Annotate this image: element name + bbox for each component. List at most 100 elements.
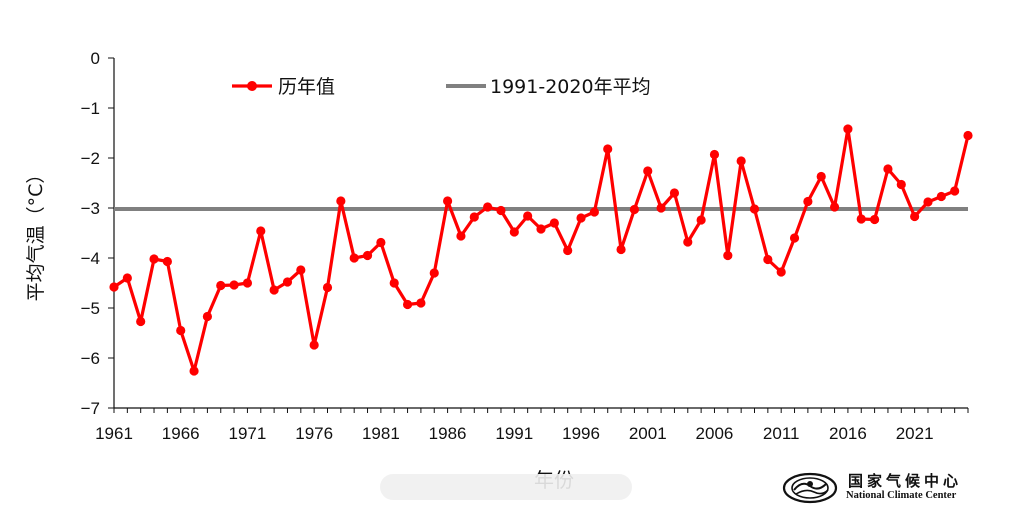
data-point xyxy=(563,245,573,256)
x-tick-label: 1996 xyxy=(562,424,600,443)
data-point xyxy=(883,164,893,174)
data-point xyxy=(589,207,599,217)
y-tick-label: −1 xyxy=(81,99,100,118)
data-point xyxy=(309,340,319,350)
y-tick-label: −7 xyxy=(81,399,100,418)
annual-line xyxy=(113,127,970,373)
data-point xyxy=(523,211,533,221)
tick-labels: 0 −1 −2 −3 −4 −5 −6 −7 1961 1966 1971 1976 1981 1986 1… xyxy=(81,49,934,443)
data-point xyxy=(429,268,439,278)
data-point xyxy=(376,237,386,248)
data-point xyxy=(483,202,493,212)
data-point xyxy=(202,311,213,322)
y-tick-label: −3 xyxy=(81,199,100,218)
data-point xyxy=(669,188,680,198)
watermark-overlay xyxy=(380,474,632,500)
data-point xyxy=(349,253,359,263)
data-point xyxy=(322,282,333,293)
series-annual-values xyxy=(109,124,973,376)
data-point xyxy=(936,191,946,202)
x-tick-label: 1971 xyxy=(229,424,267,443)
x-tick-label: 1976 xyxy=(295,424,333,443)
data-point xyxy=(763,254,773,265)
x-tick-label: 1981 xyxy=(362,424,400,443)
data-point xyxy=(362,250,373,261)
data-point xyxy=(869,214,880,225)
legend-label-annual: 历年值 xyxy=(278,76,335,98)
data-point xyxy=(229,280,239,290)
data-point xyxy=(442,196,453,206)
data-point xyxy=(910,211,920,222)
data-point xyxy=(843,124,853,134)
data-point xyxy=(963,130,973,141)
data-point xyxy=(896,179,906,190)
data-point xyxy=(509,227,519,237)
data-point xyxy=(656,203,666,213)
data-point xyxy=(456,231,466,241)
data-point xyxy=(269,285,279,295)
data-point xyxy=(296,265,306,275)
y-tick-label: −4 xyxy=(81,249,100,268)
data-point xyxy=(616,244,626,255)
x-tick-label: 1961 xyxy=(95,424,133,443)
x-tick-label: 2016 xyxy=(829,424,867,443)
data-point xyxy=(176,325,186,336)
data-point xyxy=(749,204,760,214)
data-point xyxy=(256,226,266,236)
data-point xyxy=(189,366,199,376)
data-point xyxy=(856,214,866,224)
data-point xyxy=(336,196,346,206)
data-point xyxy=(736,156,746,166)
data-point xyxy=(643,166,653,176)
x-tick-label: 2006 xyxy=(696,424,734,443)
data-point xyxy=(496,205,506,216)
data-point xyxy=(709,149,720,160)
data-point xyxy=(162,256,172,267)
logo-chinese-name: 国家气候中心 xyxy=(848,472,963,490)
legend-marker-annual xyxy=(247,81,257,91)
data-point xyxy=(216,280,226,291)
data-point xyxy=(149,254,159,264)
data-point xyxy=(402,299,413,310)
data-point xyxy=(242,278,253,288)
data-point xyxy=(696,215,706,225)
data-point xyxy=(603,144,613,154)
data-point xyxy=(816,171,826,182)
y-tick-label: −5 xyxy=(81,299,100,318)
data-point xyxy=(469,212,479,222)
y-tick-label: 0 xyxy=(91,49,100,68)
data-point xyxy=(576,213,586,223)
data-point xyxy=(416,298,426,308)
ncc-logo: 国家气候中心 National Climate Center xyxy=(782,470,992,506)
x-tick-label: 1991 xyxy=(495,424,533,443)
data-point xyxy=(136,316,146,327)
x-tick-label: 2021 xyxy=(896,424,934,443)
data-point xyxy=(683,237,693,247)
data-point xyxy=(122,273,132,283)
data-point xyxy=(923,197,933,207)
data-point xyxy=(723,250,733,261)
logo-english-name: National Climate Center xyxy=(846,490,957,501)
x-tick-label: 2001 xyxy=(629,424,667,443)
y-tick-label: −6 xyxy=(81,349,100,368)
data-point xyxy=(629,204,640,215)
data-point xyxy=(536,224,546,234)
data-point xyxy=(389,278,399,288)
data-point xyxy=(829,202,840,212)
legend: 历年值 1991-2020年平均 xyxy=(232,76,651,98)
y-tick-label: −2 xyxy=(81,149,100,168)
ncc-emblem-icon xyxy=(782,472,838,504)
data-point xyxy=(789,233,800,243)
data-point xyxy=(776,267,786,277)
axes xyxy=(108,57,969,413)
data-point xyxy=(950,186,960,196)
x-tick-label: 2011 xyxy=(763,424,800,443)
x-tick-label: 1986 xyxy=(429,424,467,443)
data-point xyxy=(109,282,119,292)
legend-label-average: 1991-2020年平均 xyxy=(490,76,651,98)
y-axis-label: 平均气温（°C） xyxy=(25,165,47,302)
x-tick-label: 1966 xyxy=(162,424,200,443)
data-point xyxy=(282,277,293,287)
data-point xyxy=(803,196,813,207)
